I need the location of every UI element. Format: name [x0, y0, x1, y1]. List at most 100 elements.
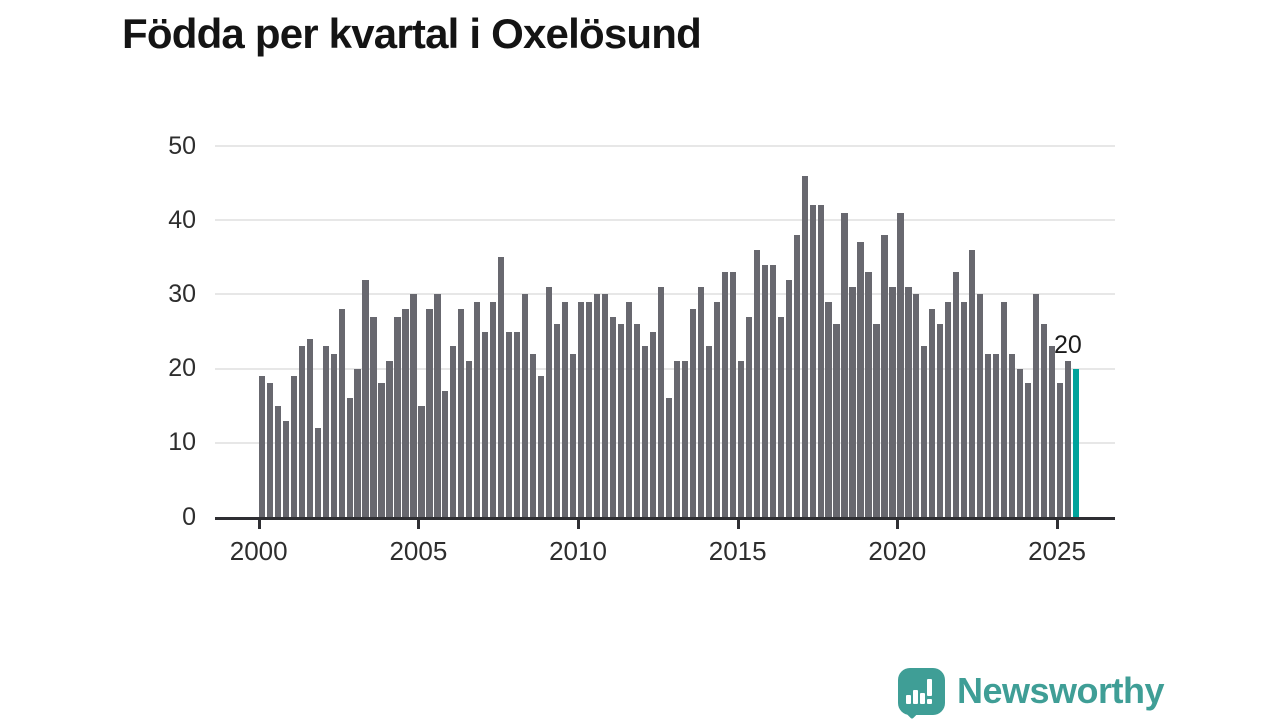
bar-2007-Q2: [490, 301, 497, 517]
bar-2020-Q3: [913, 294, 920, 517]
logo-chart-bar-icon: [913, 689, 918, 704]
bar-2003-Q3: [370, 316, 377, 517]
bar-2021-Q3: [945, 301, 952, 517]
bar-2022-Q2: [969, 249, 976, 517]
bar-2002-Q3: [338, 309, 345, 517]
bar-2006-Q1: [450, 346, 457, 517]
newsworthy-logo: Newsworthy: [898, 666, 1165, 719]
logo-chart-bar-icon: [920, 692, 925, 704]
bar-2001-Q3: [306, 338, 313, 517]
bar-2014-Q3: [721, 272, 728, 517]
y-tick-label: 20: [168, 354, 196, 383]
x-axis-tick: [736, 520, 740, 529]
bar-2013-Q1: [673, 361, 680, 517]
y-tick-label: 50: [168, 131, 196, 160]
bar-2010-Q3: [593, 294, 601, 517]
latest-value-annotation: 20: [1054, 331, 1082, 359]
bar-2022-Q3: [977, 294, 984, 517]
bar-2015-Q1: [737, 361, 744, 517]
x-tick-label: 2025: [1028, 536, 1086, 566]
bar-2004-Q4: [410, 294, 417, 517]
bar-2016-Q2: [777, 316, 784, 517]
bar-2008-Q2: [522, 294, 529, 517]
bar-2023-Q4: [1017, 368, 1024, 517]
bar-2021-Q1: [929, 309, 936, 517]
bar-2000-Q1: [258, 376, 265, 517]
bar-2017-Q3: [817, 205, 824, 517]
bar-2004-Q3: [402, 309, 409, 517]
bar-2024-Q4: [1049, 346, 1056, 517]
y-tick-label: 10: [168, 428, 196, 457]
bar-2002-Q2: [330, 353, 337, 517]
bar-2022-Q1: [961, 301, 968, 517]
bar-2025-Q1: [1057, 383, 1064, 517]
bar-2001-Q2: [298, 346, 305, 517]
bar-2006-Q4: [474, 301, 481, 517]
bar-2008-Q3: [530, 353, 537, 517]
gridline: [215, 219, 1115, 222]
x-tick-label: 2005: [389, 536, 448, 566]
bar-2002-Q1: [322, 346, 329, 517]
logo-exclamation-dot-icon: [927, 698, 932, 704]
bar-2000-Q2: [266, 383, 273, 517]
bar-2018-Q1: [833, 324, 840, 517]
bar-2015-Q4: [761, 264, 768, 517]
bar-2013-Q4: [697, 286, 704, 517]
bar-2016-Q4: [793, 235, 800, 517]
bar-2006-Q2: [458, 309, 465, 517]
bar-2019-Q1: [865, 272, 872, 517]
gridline: [215, 441, 1115, 444]
bar-2010-Q1: [578, 301, 585, 517]
bar-2025-Q3: [1072, 368, 1080, 517]
plot-area: [215, 146, 1115, 517]
bar-2000-Q4: [282, 420, 289, 517]
bar-2004-Q2: [394, 316, 401, 517]
bar-2017-Q1: [801, 175, 808, 517]
x-axis-tick: [896, 520, 900, 529]
bar-2007-Q4: [506, 331, 513, 517]
x-tick-label: 2010: [549, 536, 607, 566]
bar-2012-Q4: [665, 398, 673, 517]
bar-2020-Q2: [905, 286, 912, 517]
bar-2004-Q1: [386, 361, 393, 517]
bar-2009-Q1: [546, 286, 553, 517]
bar-2007-Q3: [498, 257, 505, 517]
bar-2007-Q1: [482, 331, 489, 517]
x-tick-label: 2020: [868, 536, 927, 566]
bar-2023-Q2: [1001, 301, 1008, 517]
bar-2014-Q1: [705, 346, 712, 517]
y-tick-label: 40: [168, 205, 196, 234]
bar-2016-Q1: [769, 264, 776, 517]
bar-2008-Q1: [514, 331, 521, 517]
logo-exclamation-icon: [927, 678, 932, 696]
bar-2005-Q4: [442, 390, 449, 517]
logo-chart-bar-icon: [906, 694, 911, 704]
bar-2020-Q4: [921, 346, 928, 517]
bar-2009-Q4: [570, 353, 577, 517]
y-tick-label: 0: [182, 502, 196, 531]
bar-2011-Q1: [609, 316, 617, 517]
bar-2019-Q4: [889, 286, 896, 517]
x-axis-tick: [1056, 520, 1059, 529]
bar-2012-Q2: [649, 331, 657, 517]
bar-2011-Q3: [625, 301, 633, 517]
bar-2024-Q2: [1033, 294, 1040, 517]
bar-2016-Q3: [785, 279, 792, 517]
x-axis-line: [215, 517, 1115, 520]
bar-2023-Q1: [993, 353, 1000, 517]
x-tick-label: 2000: [229, 536, 288, 566]
x-axis-tick: [577, 520, 581, 529]
bar-2011-Q4: [633, 324, 641, 517]
bar-2019-Q3: [881, 235, 888, 517]
bar-2018-Q4: [857, 242, 864, 517]
logo-speech-bubble-icon: [898, 667, 945, 719]
bar-2005-Q1: [418, 405, 425, 517]
bar-2024-Q1: [1025, 383, 1032, 517]
x-axis-tick: [257, 520, 261, 529]
bar-2013-Q2: [681, 361, 688, 517]
bar-2005-Q2: [426, 309, 433, 517]
bar-2021-Q2: [937, 324, 944, 517]
bar-2024-Q3: [1041, 324, 1048, 517]
bar-2015-Q3: [753, 249, 760, 517]
bar-2017-Q4: [825, 301, 832, 517]
